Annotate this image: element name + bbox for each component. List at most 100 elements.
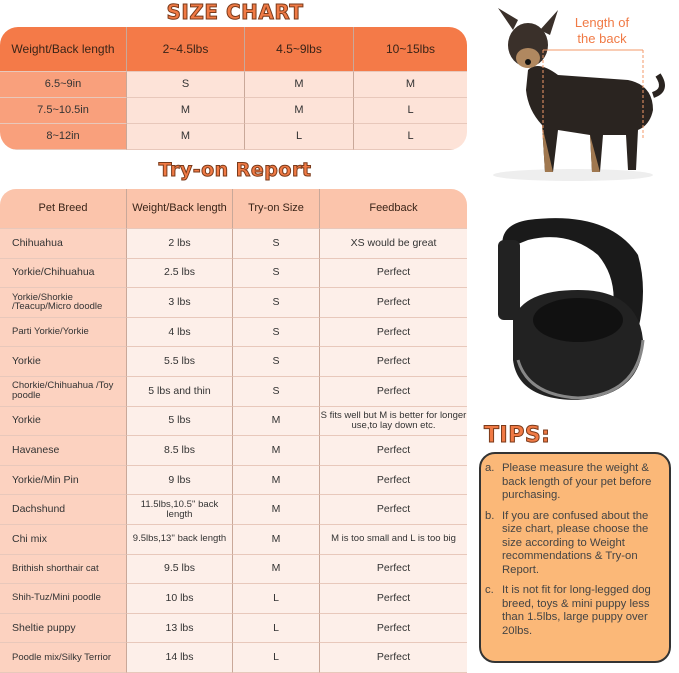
try-on-cell: 2 lbs bbox=[127, 229, 233, 259]
try-on-cell: Chorkie/Chihuahua /Toy poodle bbox=[0, 376, 127, 407]
try-on-row: Chihuahua 2 lbs S XS would be great bbox=[0, 229, 467, 259]
try-on-cell: 8.5 lbs bbox=[127, 436, 233, 466]
header-cell: Pet Breed bbox=[0, 189, 127, 229]
try-on-table: Pet Breed Weight/Back length Try-on Size… bbox=[0, 189, 467, 673]
header-cell: 10~15lbs bbox=[354, 27, 467, 72]
pet-sling-bag-image bbox=[498, 218, 645, 400]
try-on-cell: S bbox=[233, 288, 320, 318]
header-cell: 4.5~9lbs bbox=[245, 27, 354, 72]
try-on-cell: S bbox=[233, 376, 320, 407]
size-cell: 6.5~9in bbox=[0, 72, 127, 98]
header-cell: 2~4.5lbs bbox=[127, 27, 245, 72]
try-on-cell: Sheltie puppy bbox=[0, 613, 127, 644]
try-on-cell: 3 lbs bbox=[127, 288, 233, 318]
try-on-cell: Chihuahua bbox=[0, 229, 127, 259]
dog-image bbox=[493, 8, 665, 181]
try-on-row: Shih-Tuz/Mini poodle 10 lbs L Perfect bbox=[0, 584, 467, 614]
try-on-cell: 13 lbs bbox=[127, 613, 233, 644]
try-on-cell: Yorkie/Min Pin bbox=[0, 465, 127, 496]
size-chart-row: 8~12in M L L bbox=[0, 124, 467, 150]
try-on-cell: S bbox=[233, 229, 320, 259]
try-on-cell: M is too small and L is too big bbox=[320, 524, 467, 555]
try-on-cell: S fits well but M is better for longer u… bbox=[320, 406, 467, 437]
header-cell: Feedback bbox=[320, 189, 467, 229]
try-on-title: Try-on Report bbox=[158, 159, 312, 182]
try-on-row: Yorkie/Min Pin 9 lbs M Perfect bbox=[0, 465, 467, 496]
try-on-cell: L bbox=[233, 584, 320, 614]
try-on-cell: Brithish shorthair cat bbox=[0, 554, 127, 585]
tips-title: TIPS: bbox=[483, 423, 551, 449]
size-chart-title: SIZE CHART bbox=[166, 0, 304, 25]
try-on-cell: Perfect bbox=[320, 347, 467, 377]
try-on-cell: 10 lbs bbox=[127, 584, 233, 614]
header-cell: Weight/Back length bbox=[127, 189, 233, 229]
try-on-cell: Yorkie bbox=[0, 406, 127, 437]
try-on-cell: Yorkie/Shorkie /Teacup/Micro doodle bbox=[0, 288, 127, 318]
size-cell: L bbox=[354, 98, 467, 124]
try-on-row: Brithish shorthair cat 9.5 lbs M Perfect bbox=[0, 554, 467, 585]
try-on-cell: S bbox=[233, 258, 320, 289]
try-on-cell: 14 lbs bbox=[127, 643, 233, 673]
try-on-cell: Chi mix bbox=[0, 524, 127, 555]
tip-letter: b. bbox=[485, 509, 495, 522]
size-cell: L bbox=[245, 124, 354, 150]
try-on-cell: Perfect bbox=[320, 258, 467, 289]
try-on-row: Yorkie/Shorkie /Teacup/Micro doodle 3 lbs… bbox=[0, 288, 467, 318]
try-on-cell: S bbox=[233, 347, 320, 377]
try-on-cell: Perfect bbox=[320, 584, 467, 614]
header-cell: Try-on Size bbox=[233, 189, 320, 229]
try-on-cell: Parti Yorkie/Yorkie bbox=[0, 317, 127, 348]
header-cell: Weight/Back length bbox=[0, 27, 127, 72]
size-cell: M bbox=[245, 72, 354, 98]
try-on-cell: Perfect bbox=[320, 436, 467, 466]
tip-item: a. Please measure the weight & back lengt… bbox=[485, 462, 663, 503]
tip-item: c. It is not fit for long-legged dog bree… bbox=[485, 584, 663, 638]
try-on-cell: M bbox=[233, 406, 320, 437]
tip-letter: a. bbox=[485, 462, 495, 474]
try-on-cell: 9.5lbs,13'' back length bbox=[127, 524, 233, 555]
try-on-cell: Perfect bbox=[320, 317, 467, 348]
try-on-cell: 9.5 lbs bbox=[127, 554, 233, 585]
try-on-cell: Perfect bbox=[320, 554, 467, 585]
try-on-row: Chi mix 9.5lbs,13'' back length M M is too … bbox=[0, 524, 467, 555]
try-on-cell: M bbox=[233, 524, 320, 555]
try-on-cell: Poodle mix/Silky Terrior bbox=[0, 643, 127, 673]
back-length-label: Length of the back bbox=[574, 15, 630, 46]
size-cell: M bbox=[127, 124, 245, 150]
try-on-cell: Perfect bbox=[320, 465, 467, 496]
tip-text: It is not fit for long-legged dog breed,… bbox=[502, 584, 651, 638]
try-on-header: Pet Breed Weight/Back length Try-on Size… bbox=[0, 189, 467, 229]
tip-item: b. If you are confused about the size cha… bbox=[485, 510, 663, 578]
size-chart-row: 7.5~10.5in M M L bbox=[0, 98, 467, 124]
tip-text: Please measure the weight & back length … bbox=[502, 462, 652, 502]
try-on-cell: 5 lbs bbox=[127, 406, 233, 437]
try-on-row: Sheltie puppy 13 lbs L Perfect bbox=[0, 613, 467, 644]
size-cell: L bbox=[354, 124, 467, 150]
try-on-cell: Dachshund bbox=[0, 495, 127, 525]
try-on-row: Chorkie/Chihuahua /Toy poodle 5 lbs and t… bbox=[0, 376, 467, 407]
size-cell: M bbox=[354, 72, 467, 98]
size-cell: 7.5~10.5in bbox=[0, 98, 127, 124]
try-on-cell: Perfect bbox=[320, 613, 467, 644]
try-on-row: Dachshund 11.5lbs,10.5'' back length M Perf… bbox=[0, 495, 467, 525]
try-on-cell: XS would be great bbox=[320, 229, 467, 259]
tips-box: a. Please measure the weight & back lengt… bbox=[479, 452, 671, 663]
try-on-row: Parti Yorkie/Yorkie 4 lbs S Perfect bbox=[0, 317, 467, 348]
size-chart-table: Weight/Back length 2~4.5lbs 4.5~9lbs 10~… bbox=[0, 27, 467, 150]
try-on-cell: M bbox=[233, 554, 320, 585]
size-cell: 8~12in bbox=[0, 124, 127, 150]
try-on-row: Yorkie 5.5 lbs S Perfect bbox=[0, 347, 467, 377]
try-on-cell: Yorkie/Chihuahua bbox=[0, 258, 127, 289]
try-on-cell: 5.5 lbs bbox=[127, 347, 233, 377]
size-chart-header: Weight/Back length 2~4.5lbs 4.5~9lbs 10~… bbox=[0, 27, 467, 72]
try-on-cell: M bbox=[233, 436, 320, 466]
try-on-cell: 2.5 lbs bbox=[127, 258, 233, 289]
try-on-cell: Shih-Tuz/Mini poodle bbox=[0, 584, 127, 614]
try-on-cell: Perfect bbox=[320, 288, 467, 318]
try-on-cell: M bbox=[233, 495, 320, 525]
try-on-cell: Perfect bbox=[320, 643, 467, 673]
size-chart-row: 6.5~9in S M M bbox=[0, 72, 467, 98]
try-on-cell: 4 lbs bbox=[127, 317, 233, 348]
try-on-cell: 5 lbs and thin bbox=[127, 376, 233, 407]
size-cell: S bbox=[127, 72, 245, 98]
